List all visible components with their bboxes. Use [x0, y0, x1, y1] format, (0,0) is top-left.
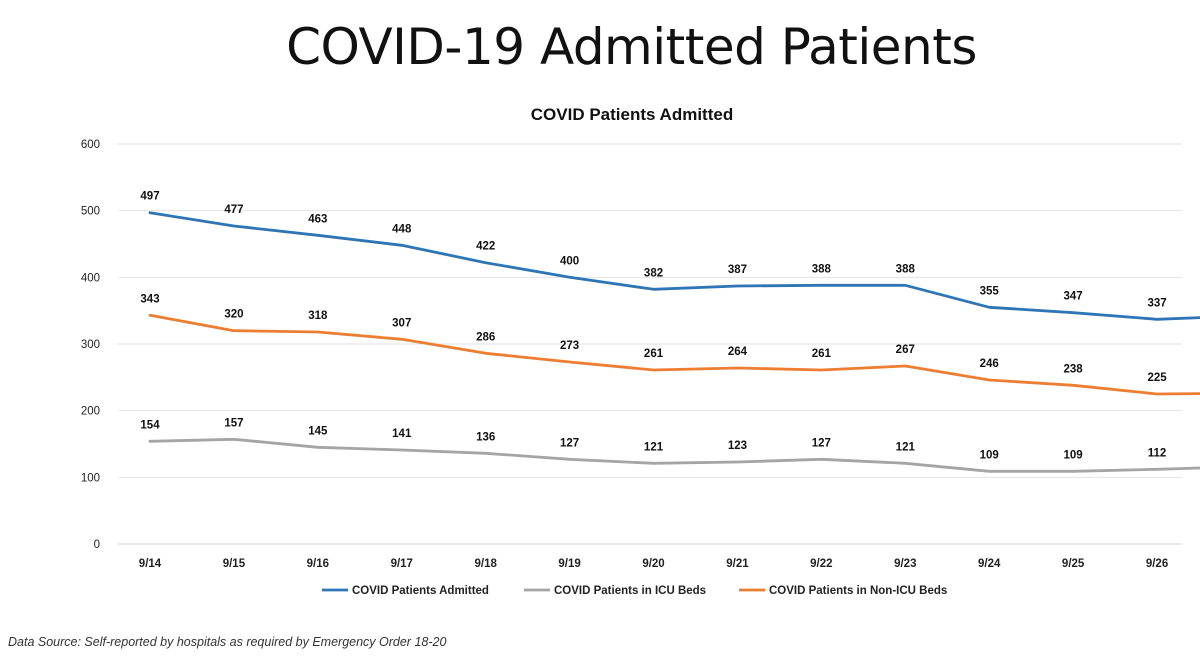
x-tick-label: 9/24: [978, 558, 1001, 570]
x-tick-label: 9/15: [223, 558, 246, 570]
x-tick-label: 9/16: [307, 558, 329, 570]
chart-title: COVID Patients Admitted: [531, 105, 733, 124]
y-tick-label: 0: [94, 539, 100, 551]
x-tick-label: 9/19: [558, 558, 580, 570]
data-label: 400: [560, 255, 579, 267]
data-label: 145: [308, 425, 328, 437]
data-label: 246: [980, 358, 999, 370]
data-label: 157: [224, 417, 243, 429]
data-label: 141: [392, 428, 412, 440]
legend-item: COVID Patients Admitted: [322, 585, 489, 597]
data-label: 448: [392, 223, 412, 235]
series-lines: [148, 211, 1200, 473]
x-tick-label: 9/18: [474, 558, 497, 570]
y-axis-tick-labels: 0 100 200 300 400 500 600: [81, 139, 100, 551]
data-label: 267: [896, 344, 915, 356]
data-label: 320: [224, 309, 243, 321]
data-label: 286: [476, 331, 495, 343]
series-line: [148, 437, 1200, 473]
x-tick-label: 9/20: [642, 558, 664, 570]
data-label: 261: [812, 348, 832, 360]
legend-label: COVID Patients Admitted: [352, 585, 489, 597]
data-label: 238: [1064, 363, 1084, 375]
page-title: COVID-19 Admitted Patients: [286, 18, 977, 76]
x-tick-label: 9/23: [894, 558, 916, 570]
y-tick-label: 100: [81, 472, 100, 484]
data-label: 273: [560, 340, 579, 352]
legend-item: COVID Patients in Non-ICU Beds: [739, 585, 947, 597]
data-label: 264: [728, 346, 748, 358]
y-tick-label: 500: [81, 206, 100, 218]
data-label: 477: [224, 204, 243, 216]
data-label: 422: [476, 241, 495, 253]
data-labels: 497 477 463 448 422 400 382 387 388 388 355 347 337 3…: [140, 191, 1167, 462]
x-tick-label: 9/26: [1146, 558, 1168, 570]
legend-label: COVID Patients in Non-ICU Beds: [769, 585, 947, 597]
data-label: 121: [896, 441, 916, 453]
data-label: 388: [896, 263, 916, 275]
data-label: 387: [728, 264, 747, 276]
data-label: 388: [812, 263, 832, 275]
y-tick-label: 600: [81, 139, 100, 151]
y-tick-label: 200: [81, 406, 100, 418]
data-label: 382: [644, 267, 663, 279]
data-label: 307: [392, 317, 411, 329]
y-tick-label: 400: [81, 272, 100, 284]
data-label: 136: [476, 431, 495, 443]
x-axis-tick-labels: 9/14 9/15 9/16 9/17 9/18 9/19 9/20 9/21 9/22 9/23…: [139, 558, 1168, 570]
data-label: 127: [812, 437, 831, 449]
x-tick-label: 9/17: [391, 558, 413, 570]
data-label: 127: [560, 437, 579, 449]
data-label: 109: [980, 449, 999, 461]
data-label: 225: [1147, 372, 1167, 384]
x-tick-label: 9/14: [139, 558, 162, 570]
data-label: 337: [1147, 297, 1166, 309]
x-tick-label: 9/21: [726, 558, 749, 570]
data-label: 123: [728, 440, 747, 452]
x-tick-label: 9/22: [810, 558, 832, 570]
data-label: 121: [644, 441, 664, 453]
data-label: 355: [980, 285, 1000, 297]
data-label: 318: [308, 310, 328, 322]
data-label: 347: [1064, 291, 1083, 303]
series-line: [148, 313, 1200, 396]
legend-item: COVID Patients in ICU Beds: [524, 585, 706, 597]
data-label: 343: [140, 293, 159, 305]
x-tick-label: 9/25: [1062, 558, 1085, 570]
y-tick-label: 300: [81, 339, 100, 351]
data-source-note: Data Source: Self-reported by hospitals …: [8, 635, 447, 649]
data-label: 154: [140, 419, 160, 431]
data-label: 109: [1064, 449, 1083, 461]
data-label: 261: [644, 348, 664, 360]
legend: COVID Patients Admitted COVID Patients in…: [322, 585, 947, 597]
series-line: [148, 211, 1200, 321]
data-label: 463: [308, 213, 327, 225]
gridlines: [118, 143, 1182, 545]
data-label: 112: [1148, 447, 1167, 459]
data-label: 497: [140, 191, 159, 203]
legend-label: COVID Patients in ICU Beds: [554, 585, 706, 597]
